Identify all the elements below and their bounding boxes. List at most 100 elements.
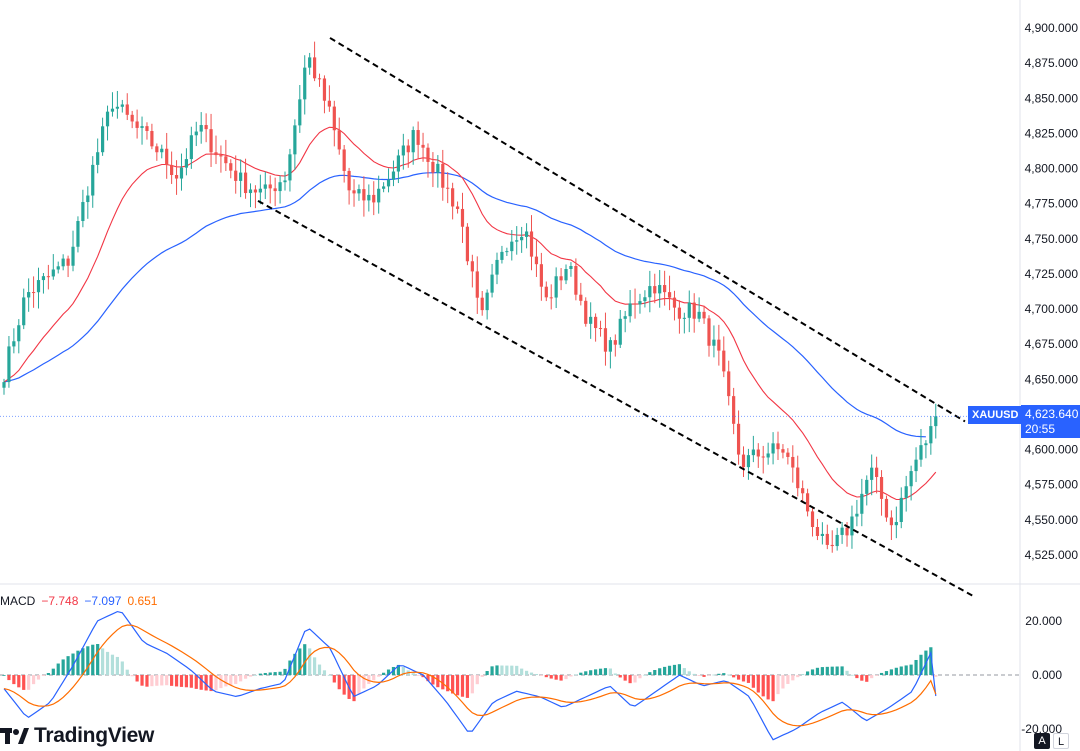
macd-histogram-bar: [224, 675, 228, 687]
candle: [322, 75, 327, 114]
candle-body: [485, 292, 489, 311]
macd-histogram-bar: [732, 675, 736, 678]
candle: [603, 312, 608, 366]
candle-body: [391, 171, 396, 180]
macd-histogram-bar: [17, 675, 21, 688]
candle-body: [12, 341, 16, 347]
candle: [386, 168, 391, 193]
candle-body: [396, 155, 400, 172]
candle: [515, 226, 519, 255]
candle-body: [722, 350, 726, 372]
macd-histogram-bar: [120, 661, 124, 676]
macd-histogram-bar: [672, 664, 677, 676]
macd-histogram-bar: [741, 675, 746, 682]
macd-histogram-bar: [22, 675, 26, 690]
tradingview-logo[interactable]: TradingView: [0, 724, 154, 748]
candle: [830, 530, 834, 553]
macd-histogram-bar: [145, 675, 149, 687]
candle: [446, 172, 450, 204]
macd-histogram-bar: [648, 672, 652, 676]
candle: [51, 254, 55, 280]
candle-body: [51, 269, 55, 277]
candle: [184, 148, 189, 176]
candle: [594, 313, 598, 342]
macd-histogram-bar: [204, 675, 208, 691]
macd-histogram-bar: [396, 664, 400, 676]
candle-body: [830, 544, 834, 547]
candle-body: [603, 328, 608, 352]
candle: [293, 119, 297, 170]
candle: [879, 470, 884, 516]
candle-body: [534, 256, 539, 265]
candle-body: [889, 517, 893, 526]
macd-histogram-bar: [879, 672, 884, 676]
candle: [805, 488, 810, 517]
log-scale-button[interactable]: L: [1053, 733, 1069, 749]
candle: [865, 475, 869, 506]
candle-body: [584, 300, 588, 324]
candle-body: [919, 445, 923, 460]
candle: [150, 123, 154, 150]
candle-body: [426, 147, 430, 162]
candle: [598, 320, 603, 337]
candle: [135, 109, 139, 139]
candle: [189, 126, 193, 169]
macd-histogram-bar: [810, 669, 815, 676]
macd-histogram-bar: [574, 674, 578, 676]
candle: [317, 73, 322, 87]
candle: [406, 139, 410, 168]
candle-body: [465, 226, 470, 262]
candle: [707, 315, 711, 357]
candle-body: [352, 190, 356, 194]
macd-histogram-bar: [382, 672, 386, 676]
candle: [337, 117, 341, 155]
macd-histogram-bar: [61, 659, 65, 676]
macd-histogram-bar: [51, 668, 55, 676]
candle-body: [120, 104, 124, 107]
candle-body: [904, 486, 908, 498]
candle-body: [406, 145, 410, 153]
candle-body: [692, 302, 696, 319]
candle: [263, 171, 267, 200]
macd-legend: MACD −7.748 −7.097 0.651: [0, 594, 163, 608]
macd-histogram-bar: [357, 675, 361, 695]
candle-body: [801, 488, 805, 494]
macd-histogram-bar: [322, 670, 327, 676]
macd-histogram-bar: [761, 675, 765, 697]
candle: [283, 171, 287, 191]
candle: [697, 297, 701, 323]
macd-histogram-bar: [367, 675, 371, 684]
candle-body: [608, 340, 612, 352]
macd-histogram-bar: [46, 673, 50, 676]
candle: [574, 258, 578, 301]
candle-body: [446, 187, 450, 189]
candle: [248, 183, 253, 208]
candle-body: [86, 195, 90, 203]
candle-body: [22, 297, 26, 326]
candle: [520, 226, 524, 253]
candle: [810, 507, 815, 537]
candle: [534, 240, 539, 277]
candle: [589, 302, 593, 339]
macd-histogram-bar: [234, 675, 238, 684]
macd-histogram-bar: [712, 674, 716, 676]
auto-scale-button[interactable]: A: [1034, 733, 1050, 749]
candle: [66, 255, 70, 278]
candle: [91, 156, 95, 208]
candle: [919, 428, 923, 467]
candle: [12, 328, 16, 354]
candle-body: [298, 99, 302, 126]
candle-body: [61, 258, 65, 267]
macd-histogram-bar: [598, 668, 603, 676]
candle: [312, 41, 317, 82]
candle-body: [337, 130, 341, 150]
candle: [761, 445, 765, 474]
candle-body: [470, 261, 474, 272]
candle-body: [229, 163, 233, 171]
candle: [303, 55, 307, 115]
candle: [367, 184, 371, 212]
candle: [855, 499, 859, 527]
macd-histogram-bar: [298, 648, 302, 676]
